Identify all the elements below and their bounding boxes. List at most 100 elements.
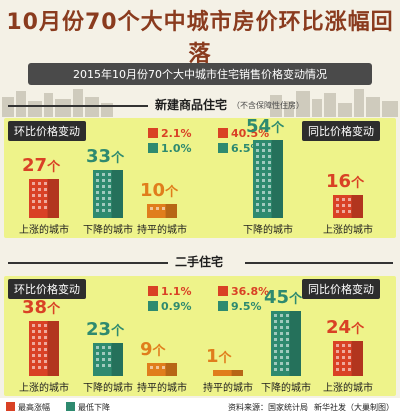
page-title: 10月份70个大中城市房价环比涨幅回落 xyxy=(6,10,394,67)
bar-category-label: 持平的城市 xyxy=(137,383,187,394)
bar-building-window xyxy=(38,360,41,363)
bar-value-number: 24 xyxy=(326,317,352,338)
arrow-down-icon xyxy=(218,301,228,311)
bar-building-shade xyxy=(47,321,59,376)
bar-value-number: 1 xyxy=(206,346,219,367)
bar-building-window xyxy=(256,173,259,176)
bar-value-unit: 个 xyxy=(152,344,166,359)
bar-building-window xyxy=(44,348,47,351)
bar-building-window xyxy=(256,149,259,152)
bar-building-window xyxy=(38,206,41,209)
bar-building-window xyxy=(256,197,259,200)
bar-building-window xyxy=(162,366,165,369)
bar-building-window xyxy=(256,185,259,188)
bar-building xyxy=(147,363,177,376)
bar-building-window xyxy=(32,200,35,203)
bar-building-window xyxy=(336,350,339,353)
bar-value-label: 16个 xyxy=(326,171,364,192)
bar-building-window xyxy=(336,356,339,359)
bar-building-window xyxy=(262,149,265,152)
bar-building-window xyxy=(268,143,271,146)
bar-building-window xyxy=(274,320,277,323)
bar-value-unit: 个 xyxy=(165,185,179,200)
bar-building-window xyxy=(102,209,105,212)
section-heading: 二手住宅 xyxy=(175,255,224,269)
bar-building-window xyxy=(274,314,277,317)
bar-building-window xyxy=(280,356,283,359)
subtitle-bar: 2015年10月份70个大中城市住宅销售价格变动情况 xyxy=(28,63,372,85)
bar-building-window xyxy=(262,155,265,158)
bar-building-window xyxy=(156,366,159,369)
bar-building-window xyxy=(280,326,283,329)
bar-building-window xyxy=(32,348,35,351)
bar-building xyxy=(333,341,363,376)
bar-building-window xyxy=(44,360,47,363)
bar-building-window xyxy=(156,207,159,210)
bar-building-window xyxy=(262,209,265,212)
bar-building-window xyxy=(280,344,283,347)
bar-value-label: 9个 xyxy=(140,339,166,360)
bar-value-unit: 个 xyxy=(47,160,61,175)
yoy-max-up-value: 36.8% xyxy=(231,285,270,298)
label-mom: 环比价格变动 xyxy=(8,279,86,299)
mom-max-up: 1.1% xyxy=(148,285,192,298)
bar-building-window xyxy=(262,185,265,188)
bar-building-window xyxy=(32,330,35,333)
bar-building-window xyxy=(256,203,259,206)
bar-building-window xyxy=(108,346,111,349)
bar-building-window xyxy=(286,350,289,353)
bar-building-window xyxy=(44,194,47,197)
bar-value-label: 27个 xyxy=(22,155,60,176)
bar-building-window xyxy=(108,191,111,194)
bar-building-window xyxy=(38,182,41,185)
bar-value-label: 24个 xyxy=(326,317,364,338)
bar-value-label: 23个 xyxy=(86,319,124,340)
bar-building-window xyxy=(268,185,271,188)
bar-building-window xyxy=(44,200,47,203)
bar-building-window xyxy=(32,354,35,357)
bar-building-window xyxy=(342,344,345,347)
bar-building-window xyxy=(32,194,35,197)
section-note: （不含保障性住房） xyxy=(232,101,304,110)
arrow-up-icon xyxy=(148,128,158,138)
bar-building-window xyxy=(96,191,99,194)
bar-building xyxy=(253,140,283,218)
yoy-max-up: 36.8% xyxy=(218,285,269,298)
bar-building-window xyxy=(268,191,271,194)
bar-building-window xyxy=(38,188,41,191)
bar-building-window xyxy=(274,344,277,347)
bar-value-number: 23 xyxy=(86,319,112,340)
section-heading: 新建商品住宅 xyxy=(155,98,228,112)
bar-building-window xyxy=(262,161,265,164)
bar-value-label: 54个 xyxy=(246,116,284,137)
bar-building-window xyxy=(256,155,259,158)
bar-building-window xyxy=(32,206,35,209)
bar-building-window xyxy=(102,358,105,361)
legend-max-down-label: 最低下降 xyxy=(78,403,110,412)
bar-building-window xyxy=(96,179,99,182)
legend-swatch-down xyxy=(66,402,75,411)
bar-building-window xyxy=(256,143,259,146)
bar-building-body xyxy=(213,370,243,376)
bar-building-window xyxy=(96,173,99,176)
bar-value-unit: 个 xyxy=(351,322,365,337)
bar-building-window xyxy=(268,161,271,164)
bar-building-window xyxy=(38,348,41,351)
bar-building-window xyxy=(32,324,35,327)
bar-building-window xyxy=(32,182,35,185)
legend-max-up: 最高涨幅 xyxy=(6,402,50,413)
bar-building-window xyxy=(150,207,153,210)
bar-value-unit: 个 xyxy=(47,302,61,317)
bar-building-window xyxy=(274,356,277,359)
bar-value-number: 54 xyxy=(246,116,272,137)
bar-building-window xyxy=(342,356,345,359)
bar-building-window xyxy=(348,350,351,353)
bar-value-unit: 个 xyxy=(218,351,232,366)
bar-building-window xyxy=(274,362,277,365)
bar-building-body xyxy=(29,179,59,218)
bar-building-window xyxy=(32,342,35,345)
header: 10月份70个大中城市房价环比涨幅回落 xyxy=(0,0,400,67)
bar-building-window xyxy=(102,364,105,367)
bar-building-shade xyxy=(351,195,363,218)
